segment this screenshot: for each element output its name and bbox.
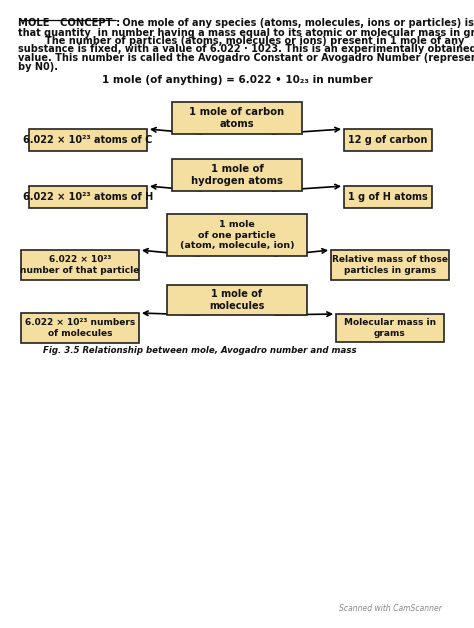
Text: 1 mole (of anything) = 6.022 • 10₂₃ in number: 1 mole (of anything) = 6.022 • 10₂₃ in n… [102,75,372,85]
FancyBboxPatch shape [172,159,302,191]
Text: 1 mole of
hydrogen atoms: 1 mole of hydrogen atoms [191,164,283,186]
FancyBboxPatch shape [29,186,147,208]
Text: by N0).: by N0). [18,62,58,72]
Text: MOLE   CONCEPT :: MOLE CONCEPT : [18,18,120,28]
FancyBboxPatch shape [167,285,307,315]
Text: 6.022 × 10²³ numbers
of molecules: 6.022 × 10²³ numbers of molecules [25,318,135,338]
FancyBboxPatch shape [29,129,147,151]
Text: 12 g of carbon: 12 g of carbon [348,135,428,145]
FancyBboxPatch shape [331,250,449,280]
FancyBboxPatch shape [21,313,139,343]
Text: Relative mass of those
particles in grams: Relative mass of those particles in gram… [332,256,448,274]
FancyBboxPatch shape [344,186,432,208]
Text: that quantity  in number having a mass equal to its atomic or molecular mass in : that quantity in number having a mass eq… [18,28,474,38]
FancyBboxPatch shape [344,129,432,151]
Text: Scanned with CamScanner: Scanned with CamScanner [338,604,441,613]
FancyBboxPatch shape [336,314,444,342]
Text: 6.022 × 10²³
number of that particle: 6.022 × 10²³ number of that particle [20,256,140,274]
Text: substance is fixed, with a value of 6.022 · 1023. This is an experimentally obta: substance is fixed, with a value of 6.02… [18,45,474,55]
FancyBboxPatch shape [167,214,307,256]
Text: 6.022 × 10²³ atoms of C: 6.022 × 10²³ atoms of C [23,135,153,145]
Text: Molecular mass in
grams: Molecular mass in grams [344,318,436,338]
Text: 6.022 × 10²³ atoms of H: 6.022 × 10²³ atoms of H [23,192,153,202]
Text: Fig. 3.5 Relationship between mole, Avogadro number and mass: Fig. 3.5 Relationship between mole, Avog… [43,346,357,355]
Text: 1 mole
of one particle
(atom, molecule, ion): 1 mole of one particle (atom, molecule, … [180,220,294,250]
Text: value. This number is called the Avogadro Constant or Avogadro Number (represent: value. This number is called the Avogadr… [18,53,474,63]
Text: 1 g of H atoms: 1 g of H atoms [348,192,428,202]
FancyBboxPatch shape [172,102,302,134]
Text: 1 mole of
molecules: 1 mole of molecules [210,290,264,311]
FancyBboxPatch shape [21,250,139,280]
Text: 1 mole of carbon
atoms: 1 mole of carbon atoms [190,107,284,129]
Text: One mole of any species (atoms, molecules, ions or particles) is: One mole of any species (atoms, molecule… [119,18,474,28]
Text: The number of particles (atoms, molecules or ions) present in 1 mole of any: The number of particles (atoms, molecule… [18,36,465,46]
